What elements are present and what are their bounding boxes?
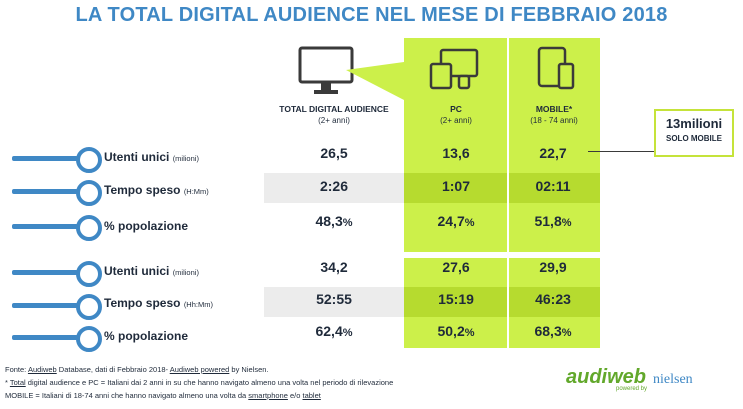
row-label: Tempo speso (Hh:Mm) [104,296,213,310]
gray-band-time-2 [264,287,404,317]
value-mobile: 68,3% [534,323,572,339]
col-header-total: TOTAL DIGITAL AUDIENCE (2+ anni) [279,104,389,125]
value-total: 26,5 [320,145,348,161]
value-pc: 15:19 [438,291,474,307]
powered-by-label: powered by [616,386,648,392]
row-connector [12,224,78,229]
value-mobile: 29,9 [539,259,567,275]
row-connector [12,156,78,161]
callout-line [588,151,656,152]
nielsen-logo: nielsen [653,372,693,387]
row-label: % popolazione [104,219,188,233]
value-pc: 1:07 [441,178,471,194]
section-gap [404,252,600,258]
value-mobile: 51,8% [534,213,572,229]
value-pc: 27,6 [442,259,470,275]
row-marker-icon [76,294,102,320]
monitor-icon [298,46,354,94]
page-title: LA TOTAL DIGITAL AUDIENCE NEL MESE DI FE… [75,4,668,26]
column-separator [507,38,509,348]
band-time-2 [404,287,600,317]
value-total: 62,4% [315,323,353,339]
value-total: 48,3% [315,213,353,229]
mobile-only-callout: 13milioni SOLO MOBILE [654,109,734,157]
mobile-devices-icon [537,46,575,90]
value-pc: 50,2% [437,323,475,339]
pc-devices-icon [429,48,479,90]
value-mobile: 22,7 [539,145,567,161]
row-label: Tempo speso (H:Mm) [104,183,209,197]
value-mobile: 46:23 [535,291,571,307]
row-marker-icon [76,261,102,287]
row-marker-icon [76,326,102,352]
row-connector [12,189,78,194]
col-header-mobile: MOBILE* (18 - 74 anni) [530,104,578,125]
row-connector [12,303,78,308]
value-mobile: 02:11 [535,178,571,194]
row-label: Utenti unici (milioni) [104,264,199,278]
band-time-1 [404,173,600,203]
footnote-source: Fonte: Audiweb Database, dati di Febbrai… [5,365,269,374]
row-marker-icon [76,147,102,173]
footnote-mobile: MOBILE = Italiani di 18-74 anni che hann… [5,391,321,400]
row-connector [12,335,78,340]
gray-band-time-1 [264,173,404,203]
row-label: % popolazione [104,329,188,343]
value-pc: 13,6 [442,145,470,161]
value-total: 2:26 [319,178,349,194]
callout-pointer-shape [346,62,404,100]
row-connector [12,270,78,275]
value-total: 34,2 [320,259,348,275]
value-pc: 24,7% [437,213,475,229]
row-marker-icon [76,180,102,206]
col-header-pc: PC (2+ anni) [440,104,472,125]
row-marker-icon [76,215,102,241]
row-label: Utenti unici (milioni) [104,150,199,164]
value-total: 52:55 [316,291,352,307]
audiweb-logo: audiweb [566,366,647,388]
footnote-total-pc: * Total digital audience e PC = Italiani… [5,378,394,387]
